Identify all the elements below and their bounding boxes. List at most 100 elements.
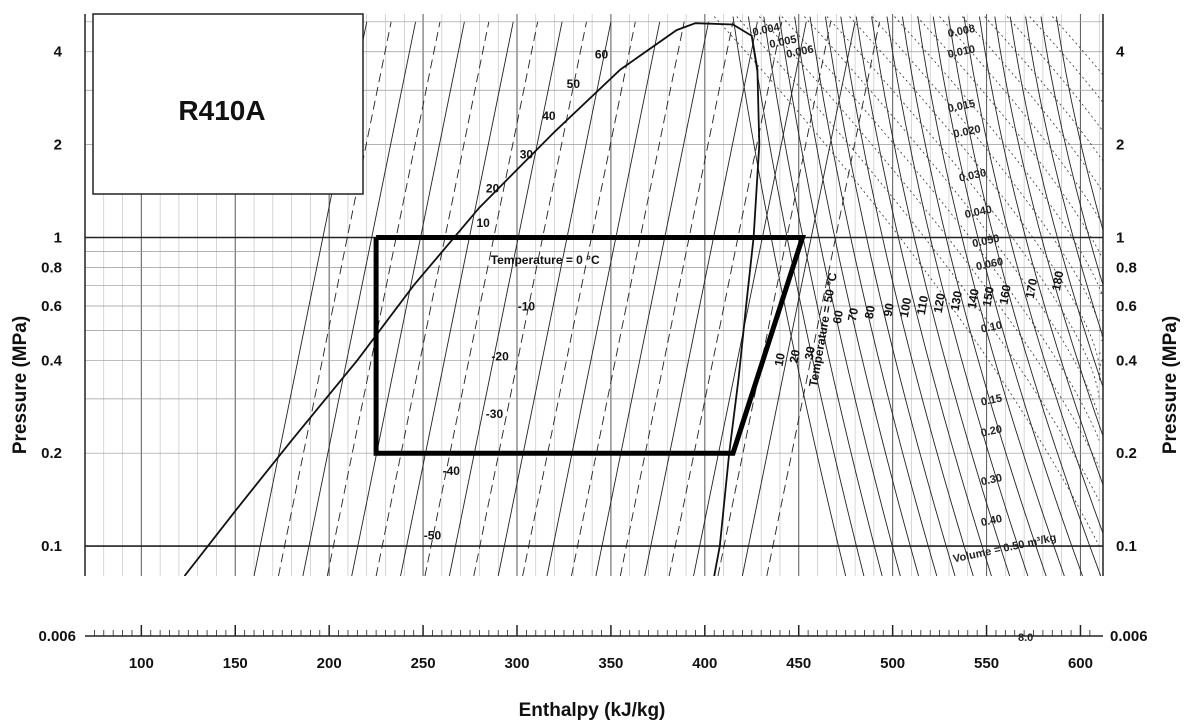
entropy-line xyxy=(522,21,636,576)
y-tick-label-right: 2 xyxy=(1116,137,1124,154)
entropy-line xyxy=(400,21,514,576)
saturation-curve xyxy=(183,22,761,576)
volume-label: 0.006 xyxy=(785,43,814,60)
entropy-line xyxy=(595,21,710,576)
x-tick-label: 550 xyxy=(974,655,999,672)
volume-label: 0.010 xyxy=(947,43,976,60)
y-tick-label-left: 0.8 xyxy=(41,259,62,276)
isotherm-label: -30 xyxy=(486,407,504,421)
isotherm-label: -10 xyxy=(518,300,536,314)
bottom-scale-left-label: 0.006 xyxy=(38,628,76,645)
y-axis-ticks-right: 0.1 0.2 0.4 0.6 0.8 1 2 4 xyxy=(1116,44,1138,555)
vapor-temperature-label: 70 xyxy=(845,306,861,322)
volume-label: 0.015 xyxy=(947,98,976,115)
volume-curve xyxy=(1006,16,1103,302)
x-tick-label: 200 xyxy=(317,655,342,672)
volume-curve xyxy=(849,16,1101,383)
volume-curve xyxy=(758,16,1100,468)
x-tick-label: 150 xyxy=(223,655,248,672)
isotherm-curve xyxy=(747,16,865,576)
y-tick-label-left: 4 xyxy=(54,44,63,61)
isotherm-curve xyxy=(901,16,1047,576)
entropy-line xyxy=(497,21,612,576)
volume-label: 0.030 xyxy=(958,167,987,184)
x-tick-label: 300 xyxy=(504,655,529,672)
isotherm-curve xyxy=(763,16,883,576)
y-axis-ticks-left: 0.1 0.2 0.4 0.6 0.8 1 2 4 xyxy=(41,44,63,555)
x-tick-label: 500 xyxy=(880,655,905,672)
vapor-temperature-label: 160 xyxy=(997,283,1014,305)
y-tick-label-right: 4 xyxy=(1116,44,1125,61)
entropy-line xyxy=(424,21,539,576)
vapor-temperature-label: 150 xyxy=(980,285,997,307)
vapor-temperature-label: 30 xyxy=(802,345,818,361)
isotherm-curve xyxy=(978,16,1103,487)
x-tick-label: 450 xyxy=(786,655,811,672)
isotherm-curve xyxy=(871,16,1011,576)
y-tick-label-left: 0.2 xyxy=(41,445,62,462)
vapor-temperature-label: 130 xyxy=(948,289,965,311)
isotherm-curve xyxy=(886,16,1029,576)
vapor-temperature-label: 170 xyxy=(1023,277,1040,299)
volume-label: 0.050 xyxy=(971,233,1000,250)
vapor-temperature-label: 120 xyxy=(931,292,948,314)
isotherm-label: -50 xyxy=(424,529,442,543)
volume-curve xyxy=(736,16,1100,502)
y-tick-label-right: 0.2 xyxy=(1116,445,1137,462)
volume-label: 0.20 xyxy=(980,423,1003,439)
entropy-line xyxy=(571,21,685,576)
entropy-line xyxy=(326,21,441,576)
y-tick-label-right: 0.4 xyxy=(1116,352,1138,369)
y-tick-label-left: 0.6 xyxy=(41,298,62,315)
isotherm-curve xyxy=(824,16,956,576)
x-axis-title: Enthalpy (kJ/kg) xyxy=(519,700,666,721)
vapor-temperature-label: Temperature = 50 °C xyxy=(806,271,840,388)
volume-label: 0.060 xyxy=(975,256,1004,273)
entropy-line xyxy=(278,21,392,576)
bottom-scale-end-label: 8.0 xyxy=(1018,632,1033,644)
vapor-temperature-label: 80 xyxy=(862,304,878,320)
x-tick-label: 600 xyxy=(1068,655,1093,672)
volume-label: 0.10 xyxy=(980,319,1003,335)
volume-label: 0.005 xyxy=(768,34,797,51)
bottom-scale-right-label: 0.006 xyxy=(1110,628,1148,645)
refrigeration-cycle xyxy=(373,235,806,456)
isotherm-label: 10 xyxy=(477,216,491,230)
entropy-line xyxy=(375,21,490,576)
entropy-line xyxy=(693,21,807,576)
volume-label: 0.004 xyxy=(751,21,781,39)
isotherm-curve xyxy=(794,16,919,576)
y-tick-label-right: 0.8 xyxy=(1116,259,1137,276)
x-tick-label: 100 xyxy=(129,655,154,672)
isotherm-curve xyxy=(917,16,1065,576)
volume-label: 0.040 xyxy=(964,204,993,221)
isotherm-label: -40 xyxy=(443,464,461,478)
entropy-line xyxy=(473,21,587,576)
vapor-temperature-label: 140 xyxy=(965,287,982,309)
isotherm-curve xyxy=(1055,16,1103,232)
isotherm-curve xyxy=(963,16,1103,535)
y-axis-title-left: Pressure (MPa) xyxy=(10,316,31,454)
isotherm-label: 60 xyxy=(595,48,609,62)
isotherm-curve xyxy=(1009,16,1103,389)
volume-curve xyxy=(916,16,1103,342)
isotherm-label: -20 xyxy=(491,349,509,363)
vapor-temperature-label: 180 xyxy=(1049,269,1066,291)
x-tick-label: 250 xyxy=(411,655,436,672)
isotherm-label: 20 xyxy=(486,181,500,195)
volume-label: 0.40 xyxy=(980,513,1003,529)
entropy-line xyxy=(546,21,661,576)
volume-label: 0.008 xyxy=(947,23,976,40)
isotherm-curve xyxy=(1040,16,1103,287)
isotherm-curve xyxy=(1025,16,1103,339)
x-tick-label: 350 xyxy=(598,655,623,672)
y-tick-label-right: 1 xyxy=(1116,230,1124,247)
isotherm-curve xyxy=(809,16,938,576)
y-tick-label-left: 0.4 xyxy=(41,352,63,369)
vapor-temperature-label: 90 xyxy=(881,302,897,318)
volume-curve xyxy=(826,16,1100,399)
y-tick-label-left: 1 xyxy=(54,230,62,247)
isotherm-curve xyxy=(778,16,901,576)
entropy-line xyxy=(448,21,563,576)
